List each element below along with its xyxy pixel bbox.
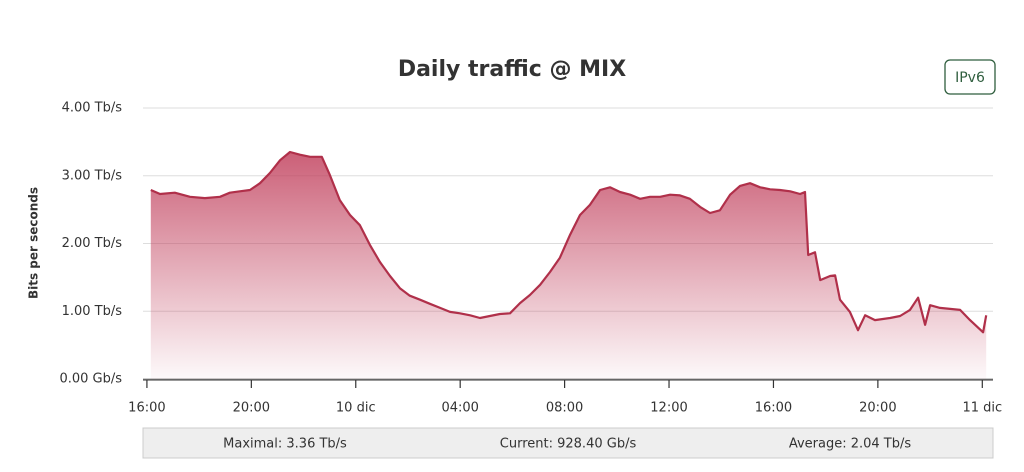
x-tick-label: 10 dic bbox=[336, 401, 376, 416]
x-tick-label: 11 dic bbox=[962, 401, 1002, 416]
badge-box bbox=[944, 59, 996, 95]
y-tick-label: 4.00 Tb/s bbox=[62, 101, 123, 116]
y-tick-label: 0.00 Gb/s bbox=[59, 372, 122, 387]
x-tick-label: 08:00 bbox=[546, 401, 583, 416]
badge: IPv6 bbox=[955, 70, 985, 86]
x-tick-label: 12:00 bbox=[650, 401, 687, 416]
x-tick-label: 16:00 bbox=[755, 401, 792, 416]
x-tick-label: 20:00 bbox=[233, 401, 270, 416]
footer-box bbox=[142, 427, 994, 459]
y-tick-label: 2.00 Tb/s bbox=[62, 236, 123, 251]
x-tick-label: 04:00 bbox=[441, 401, 478, 416]
footer-current: Current: 928.40 Gb/s bbox=[500, 437, 637, 452]
y-tick-label: 3.00 Tb/s bbox=[62, 168, 123, 183]
x-tick-label: 20:00 bbox=[859, 401, 896, 416]
chart-title: Daily traffic @ MIX bbox=[398, 57, 626, 82]
footer-average: Average: 2.04 Tb/s bbox=[789, 437, 912, 452]
area-fill bbox=[150, 152, 987, 379]
x-tick-label: 16:00 bbox=[128, 401, 165, 416]
footer-max: Maximal: 3.36 Tb/s bbox=[223, 437, 347, 452]
traffic-line bbox=[150, 150, 988, 334]
y-axis-label: Bits per seconds bbox=[27, 187, 41, 299]
y-tick-label: 1.00 Tb/s bbox=[62, 304, 123, 319]
